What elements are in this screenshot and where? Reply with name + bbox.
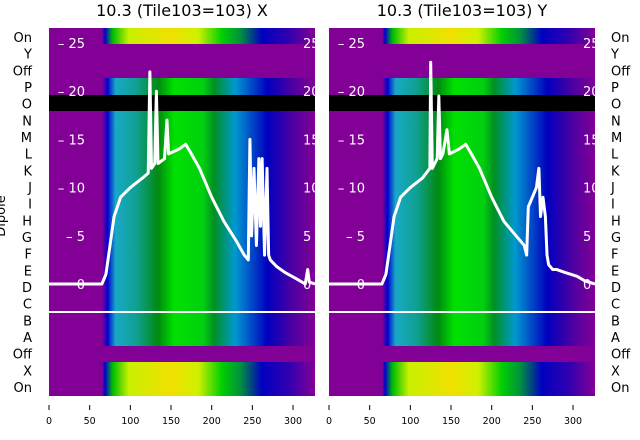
row-label: O (22, 98, 32, 113)
row-label: G (611, 231, 621, 246)
row-label: N (22, 114, 32, 129)
row-label: Off (611, 64, 631, 79)
row-label: X (611, 364, 620, 379)
inner-ytick-label: – 20 (338, 85, 365, 100)
row-label: P (611, 81, 619, 96)
xtick-label: 150 (442, 416, 460, 427)
row-label: I (28, 198, 32, 213)
row-label: F (611, 248, 618, 263)
xtick-label: 300 (564, 416, 582, 427)
row-label: A (611, 331, 620, 346)
row-label: E (24, 264, 32, 279)
xtick-label: 0 (326, 416, 332, 427)
row-label: F (25, 248, 32, 263)
xtick-label: 50 (84, 416, 96, 427)
row-label: K (611, 164, 620, 179)
row-label: G (22, 231, 32, 246)
row-label: D (22, 281, 32, 296)
row-label: H (22, 214, 32, 229)
row-label: Off (13, 64, 33, 79)
panel-y: 10.3 (Tile103=103) Y 0 0 – 5 5 – 10 10 – 15 15 – … (326, 1, 631, 427)
inner-ytick-label: – 10 (58, 182, 85, 197)
xtick-label: 200 (203, 416, 221, 427)
panel-x: 10.3 (Tile103=103) X 0 0 – 5 5 – 10 10 – 15 15 – … (0, 1, 320, 427)
heatmap-band (329, 362, 595, 396)
inner-ytick-label-right: 10 (303, 182, 320, 197)
row-label: On (14, 381, 32, 396)
row-label: E (611, 264, 619, 279)
inner-ytick-label: – 10 (338, 182, 365, 197)
y-axis-label: Dipole (0, 195, 9, 236)
heatmap-band (49, 28, 315, 44)
inner-ytick-label-right: 25 (303, 37, 320, 52)
xtick-label: 200 (483, 416, 501, 427)
row-label: M (611, 131, 622, 146)
row-label: Y (23, 48, 32, 63)
inner-ytick-label-right: 15 (583, 133, 600, 148)
xtick-label: 250 (243, 416, 261, 427)
inner-ytick-label: – 15 (58, 133, 85, 148)
row-label: B (23, 314, 32, 329)
heatmap-band (49, 313, 315, 346)
xtick-label: 250 (523, 416, 541, 427)
row-label: I (611, 198, 615, 213)
heatmap-band (329, 78, 595, 312)
inner-ytick-label-right: 20 (303, 85, 320, 100)
inner-ytick-label-right: 10 (583, 182, 600, 197)
row-label: X (23, 364, 32, 379)
row-label: J (27, 181, 32, 196)
panel-title: 10.3 (Tile103=103) X (96, 1, 268, 20)
heatmap-band (49, 362, 315, 396)
heatmap-band (329, 313, 595, 346)
row-label: D (611, 281, 621, 296)
row-label: L (25, 148, 33, 163)
masked-row (49, 95, 315, 111)
row-label: On (14, 31, 32, 46)
row-label: Y (610, 48, 619, 63)
row-label: A (23, 331, 32, 346)
row-label: On (611, 381, 629, 396)
xtick-label: 100 (401, 416, 419, 427)
profile-curve (49, 70, 315, 286)
inner-ytick-label-right: 5 (583, 230, 591, 245)
inner-ytick-label: – 15 (338, 133, 365, 148)
inner-ytick-label: – 25 (338, 37, 365, 52)
inner-ytick-label-right: 25 (583, 37, 600, 52)
inner-ytick-label-right: 20 (583, 85, 600, 100)
row-label: H (611, 214, 621, 229)
row-label: J (610, 181, 615, 196)
inner-ytick-label: – 20 (58, 85, 85, 100)
row-label: N (611, 114, 621, 129)
inner-ytick-label-right: 0 (583, 278, 591, 293)
inner-ytick-label-right: 0 (303, 278, 311, 293)
inner-ytick-label-right: 15 (303, 133, 320, 148)
inner-ytick-label: – 5 (346, 230, 365, 245)
xtick-label: 100 (121, 416, 139, 427)
row-label: P (24, 81, 32, 96)
row-label: O (611, 98, 621, 113)
row-label: Off (611, 348, 631, 363)
row-label: C (23, 298, 32, 313)
xtick-label: 300 (284, 416, 302, 427)
row-label: L (611, 148, 619, 163)
row-label: C (611, 298, 620, 313)
xtick-label: 50 (364, 416, 376, 427)
inner-ytick-label: – 5 (66, 230, 85, 245)
xtick-label: 0 (46, 416, 52, 427)
heatmap-band (329, 28, 595, 44)
xtick-label: 150 (162, 416, 180, 427)
inner-ytick-label: – 25 (58, 37, 85, 52)
profile-curve (329, 60, 595, 286)
row-label: M (21, 131, 32, 146)
heatmap-band (49, 78, 315, 312)
row-label: B (611, 314, 620, 329)
masked-row (329, 95, 595, 111)
inner-ytick-label-right: 5 (303, 230, 311, 245)
panel-title: 10.3 (Tile103=103) Y (377, 1, 548, 20)
row-label: Off (13, 348, 33, 363)
row-label: On (611, 31, 629, 46)
row-label: K (23, 164, 32, 179)
